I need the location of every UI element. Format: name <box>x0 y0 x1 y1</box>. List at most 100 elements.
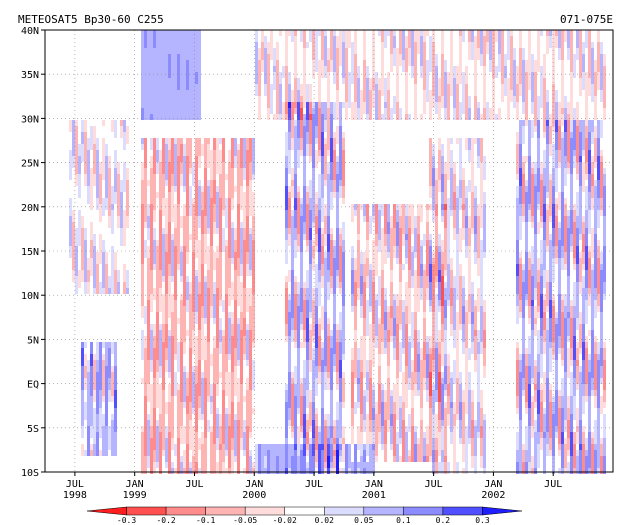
heat-cell <box>189 102 192 108</box>
heat-cell <box>555 138 558 144</box>
heat-cell <box>81 144 84 150</box>
heat-cell <box>396 78 399 84</box>
heat-cell <box>426 30 429 36</box>
heat-cell <box>315 114 318 120</box>
heat-cell <box>378 78 381 84</box>
heat-cell <box>420 258 423 264</box>
heat-cell <box>321 264 324 270</box>
heat-cell <box>312 126 315 132</box>
heat-cell <box>318 96 321 102</box>
heat-cell <box>519 78 522 84</box>
heat-cell <box>369 78 372 84</box>
heat-cell <box>561 138 564 144</box>
heat-cell <box>225 240 228 246</box>
heat-cell <box>537 264 540 270</box>
heat-cell <box>405 60 408 66</box>
heat-cell <box>204 180 207 186</box>
heat-cell <box>219 162 222 168</box>
heat-cell <box>339 246 342 252</box>
heat-cell <box>111 222 114 228</box>
heat-cell <box>321 114 324 120</box>
heat-cell <box>198 156 201 162</box>
heat-cell <box>513 78 516 84</box>
heat-cell <box>411 264 414 270</box>
heat-cell <box>195 234 198 240</box>
heat-cell <box>525 282 528 288</box>
heat-cell <box>141 288 144 294</box>
heat-cell <box>354 276 357 282</box>
heat-cell <box>411 48 414 54</box>
heat-cell <box>432 306 435 312</box>
heat-cell <box>519 252 522 258</box>
heat-cell <box>93 270 96 276</box>
heat-cell <box>168 162 171 168</box>
heat-cell <box>531 84 534 90</box>
heat-cell <box>345 84 348 90</box>
heat-cell <box>399 210 402 216</box>
heat-cell <box>144 60 147 66</box>
heat-cell <box>201 210 204 216</box>
heat-cell <box>267 96 270 102</box>
heat-cell <box>315 294 318 300</box>
heat-cell <box>69 150 72 156</box>
heat-cell <box>417 30 420 36</box>
heat-cell <box>582 306 585 312</box>
heat-cell <box>111 270 114 276</box>
heat-cell <box>420 54 423 60</box>
heat-cell <box>582 294 585 300</box>
heat-cell <box>87 258 90 264</box>
heat-cell <box>231 240 234 246</box>
heat-cell <box>144 246 147 252</box>
heat-cell <box>237 162 240 168</box>
heat-cell <box>105 282 108 288</box>
heat-cell <box>429 168 432 174</box>
heat-cell <box>531 120 534 126</box>
heat-cell <box>333 168 336 174</box>
heat-cell <box>585 234 588 240</box>
heat-cell <box>246 222 249 228</box>
heat-cell <box>378 234 381 240</box>
heat-cell <box>216 150 219 156</box>
heat-cell <box>198 192 201 198</box>
heat-cell <box>201 198 204 204</box>
heat-cell <box>159 180 162 186</box>
heat-cell <box>339 150 342 156</box>
heat-cell <box>393 216 396 222</box>
heat-cell <box>390 216 393 222</box>
heat-cell <box>267 114 270 120</box>
heat-cell <box>327 102 330 108</box>
heat-cell <box>423 96 426 102</box>
heat-cell <box>219 234 222 240</box>
heat-cell <box>165 96 168 102</box>
heat-cell <box>462 294 465 300</box>
heat-cell <box>189 96 192 102</box>
heat-cell <box>552 90 555 96</box>
heat-cell <box>297 102 300 108</box>
region-label: 071-075E <box>560 13 613 26</box>
heat-cell <box>600 198 603 204</box>
heat-cell <box>285 48 288 54</box>
heat-cell <box>393 54 396 60</box>
heat-cell <box>456 222 459 228</box>
heat-cell <box>567 54 570 60</box>
heat-cell <box>462 90 465 96</box>
heat-cell <box>438 186 441 192</box>
heat-cell <box>228 150 231 156</box>
heat-cell <box>546 108 549 114</box>
heat-cell <box>453 276 456 282</box>
heat-cell <box>600 162 603 168</box>
heat-cell <box>171 90 174 96</box>
heat-cell <box>465 90 468 96</box>
heat-cell <box>579 42 582 48</box>
heat-cell <box>549 180 552 186</box>
heat-cell <box>585 228 588 234</box>
heat-cell <box>552 258 555 264</box>
heat-cell <box>597 162 600 168</box>
heat-cell <box>372 102 375 108</box>
heat-cell <box>144 180 147 186</box>
heat-cell <box>225 264 228 270</box>
heat-cell <box>558 36 561 42</box>
heat-cell <box>291 144 294 150</box>
heat-cell <box>90 168 93 174</box>
heat-cell <box>435 228 438 234</box>
